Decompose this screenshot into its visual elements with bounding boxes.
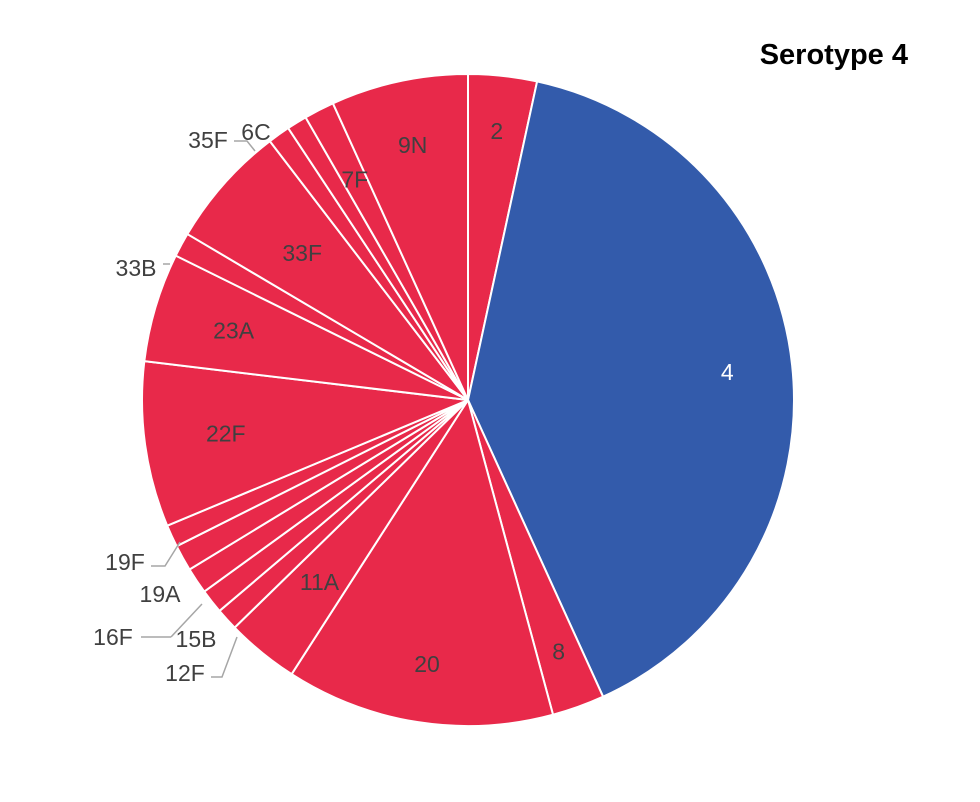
slice-label-2: 2 <box>490 118 503 144</box>
slice-label-12f: 12F <box>165 660 205 686</box>
slice-label-9n: 9N <box>398 132 427 158</box>
chart-title: Serotype 4 <box>760 39 908 71</box>
slice-label-15b: 15B <box>176 626 217 652</box>
slice-label-33b: 33B <box>116 255 157 281</box>
slice-label-35f: 35F <box>188 127 228 153</box>
slice-label-23a: 23A <box>213 317 255 343</box>
slice-label-4: 4 <box>721 359 734 385</box>
pie-slice-33f <box>186 140 469 401</box>
slice-label-20: 20 <box>414 651 440 677</box>
slice-label-6c: 6C <box>241 119 270 145</box>
slice-label-16f: 16F <box>93 624 133 650</box>
slice-label-19a: 19A <box>140 581 182 607</box>
slice-label-22f: 22F <box>206 421 246 447</box>
leader-line-15b <box>170 603 203 638</box>
leader-line-35f <box>234 140 256 152</box>
pie-slice-4 <box>467 80 795 698</box>
slice-label-19f: 19F <box>105 549 145 575</box>
leader-line-12f <box>211 636 238 678</box>
pie-slice-20 <box>290 399 555 727</box>
slice-label-11a: 11A <box>300 569 340 595</box>
leader-line-19f <box>151 541 181 567</box>
slice-label-7f: 7F <box>341 167 368 193</box>
pie-slice-9n <box>331 73 469 401</box>
pie-slices <box>141 73 795 727</box>
slice-label-33f: 33F <box>282 240 322 266</box>
pie-slice-22f <box>141 360 469 527</box>
slice-labels: 2 4 8 20 11A 12F 15B 16F 19A 19F 22F 23A 33B 33F 35F 6C… <box>93 118 734 686</box>
label-leader-lines <box>141 140 256 678</box>
slice-label-8: 8 <box>552 639 565 665</box>
